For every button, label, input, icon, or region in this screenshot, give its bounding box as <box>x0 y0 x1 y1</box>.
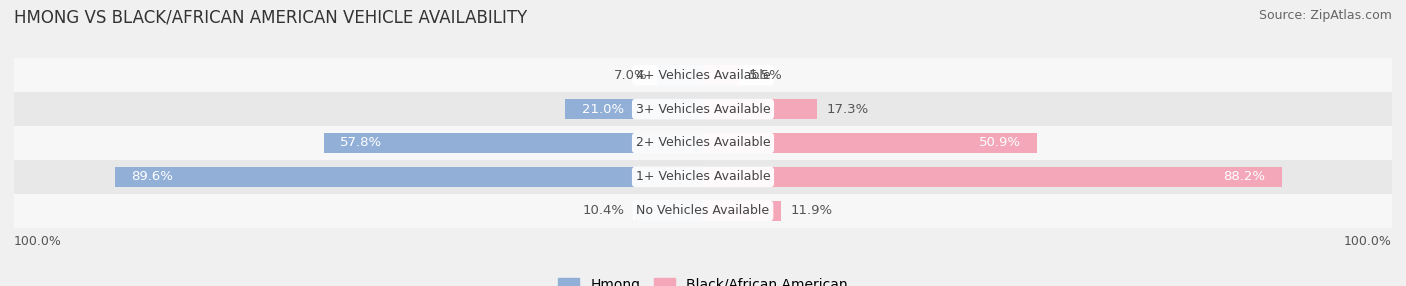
Text: 4+ Vehicles Available: 4+ Vehicles Available <box>636 69 770 82</box>
Bar <box>703 133 1038 153</box>
Bar <box>115 167 703 187</box>
Text: HMONG VS BLACK/AFRICAN AMERICAN VEHICLE AVAILABILITY: HMONG VS BLACK/AFRICAN AMERICAN VEHICLE … <box>14 9 527 27</box>
Text: 57.8%: 57.8% <box>340 136 382 150</box>
Text: 2+ Vehicles Available: 2+ Vehicles Available <box>636 136 770 150</box>
Bar <box>14 126 1392 160</box>
Bar <box>703 167 1282 187</box>
Text: 17.3%: 17.3% <box>827 103 869 116</box>
Bar <box>703 65 740 85</box>
Bar <box>634 201 703 221</box>
Text: 7.0%: 7.0% <box>613 69 647 82</box>
Text: 88.2%: 88.2% <box>1223 170 1265 183</box>
Bar <box>14 194 1392 228</box>
Bar <box>14 92 1392 126</box>
Bar <box>323 133 703 153</box>
Bar <box>657 65 703 85</box>
Text: 3+ Vehicles Available: 3+ Vehicles Available <box>636 103 770 116</box>
Text: 100.0%: 100.0% <box>14 235 62 247</box>
Text: 10.4%: 10.4% <box>583 204 624 217</box>
Text: 11.9%: 11.9% <box>792 204 832 217</box>
Text: No Vehicles Available: No Vehicles Available <box>637 204 769 217</box>
Text: 100.0%: 100.0% <box>1344 235 1392 247</box>
Bar <box>703 201 782 221</box>
Text: 5.5%: 5.5% <box>749 69 783 82</box>
Bar <box>14 160 1392 194</box>
Text: Source: ZipAtlas.com: Source: ZipAtlas.com <box>1258 9 1392 21</box>
Text: 1+ Vehicles Available: 1+ Vehicles Available <box>636 170 770 183</box>
Bar <box>14 58 1392 92</box>
Bar <box>703 99 817 119</box>
Legend: Hmong, Black/African American: Hmong, Black/African American <box>553 272 853 286</box>
Text: 89.6%: 89.6% <box>132 170 173 183</box>
Text: 21.0%: 21.0% <box>582 103 624 116</box>
Text: 50.9%: 50.9% <box>979 136 1021 150</box>
Bar <box>565 99 703 119</box>
